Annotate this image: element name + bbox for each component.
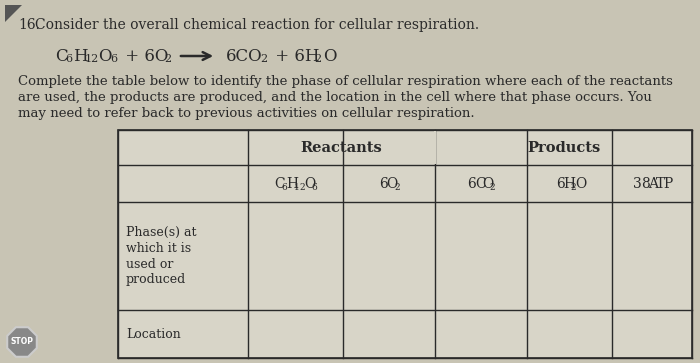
Text: P: P [664, 176, 673, 191]
Text: T: T [656, 176, 665, 191]
Text: C: C [55, 48, 68, 65]
FancyBboxPatch shape [118, 130, 692, 358]
Bar [434, 131, 436, 164]
Text: H: H [73, 48, 88, 65]
Polygon shape [5, 5, 22, 22]
Text: 6: 6 [312, 183, 318, 192]
Text: which it is: which it is [126, 241, 191, 254]
Text: 12: 12 [85, 54, 99, 64]
Text: 16.: 16. [18, 18, 40, 32]
Text: C: C [274, 176, 285, 191]
Text: Reactants: Reactants [300, 140, 382, 155]
Text: A: A [648, 176, 658, 191]
Text: 2: 2 [394, 183, 400, 192]
Text: 6: 6 [379, 176, 388, 191]
Text: H: H [564, 176, 575, 191]
Text: 2: 2 [490, 183, 496, 192]
Text: STOP: STOP [10, 338, 34, 347]
Text: 2: 2 [314, 54, 321, 64]
Text: 6: 6 [65, 54, 72, 64]
Text: Phase(s) at: Phase(s) at [126, 225, 197, 238]
Text: C: C [475, 176, 485, 191]
Text: may need to refer back to previous activities on cellular respiration.: may need to refer back to previous activ… [18, 107, 475, 120]
Text: 6: 6 [281, 183, 288, 192]
Text: 8: 8 [640, 176, 650, 191]
Text: Products: Products [527, 140, 600, 155]
Text: are used, the products are produced, and the location in the cell where that pha: are used, the products are produced, and… [18, 91, 652, 104]
Text: + 6H: + 6H [270, 48, 319, 65]
Polygon shape [7, 327, 37, 357]
Text: 2: 2 [260, 54, 267, 64]
Text: O: O [575, 176, 587, 191]
Text: 6: 6 [556, 176, 564, 191]
Text: Location: Location [126, 327, 181, 340]
Text: produced: produced [126, 273, 186, 286]
Text: 6: 6 [110, 54, 117, 64]
Text: O: O [98, 48, 111, 65]
Text: 6CO: 6CO [226, 48, 262, 65]
Text: 6: 6 [468, 176, 476, 191]
Text: used or: used or [126, 257, 174, 270]
Text: Consider the overall chemical reaction for cellular respiration.: Consider the overall chemical reaction f… [35, 18, 479, 32]
Text: H: H [287, 176, 299, 191]
Text: 2: 2 [570, 183, 576, 192]
Text: Complete the table below to identify the phase of cellular respiration where eac: Complete the table below to identify the… [18, 75, 673, 88]
Text: 2: 2 [164, 54, 171, 64]
Text: O: O [482, 176, 493, 191]
Text: O: O [304, 176, 316, 191]
Text: 2: 2 [300, 183, 305, 192]
Text: O: O [386, 176, 398, 191]
Text: O: O [323, 48, 337, 65]
Text: 3: 3 [634, 176, 642, 191]
Text: 1: 1 [294, 183, 300, 192]
Text: + 6O: + 6O [120, 48, 169, 65]
